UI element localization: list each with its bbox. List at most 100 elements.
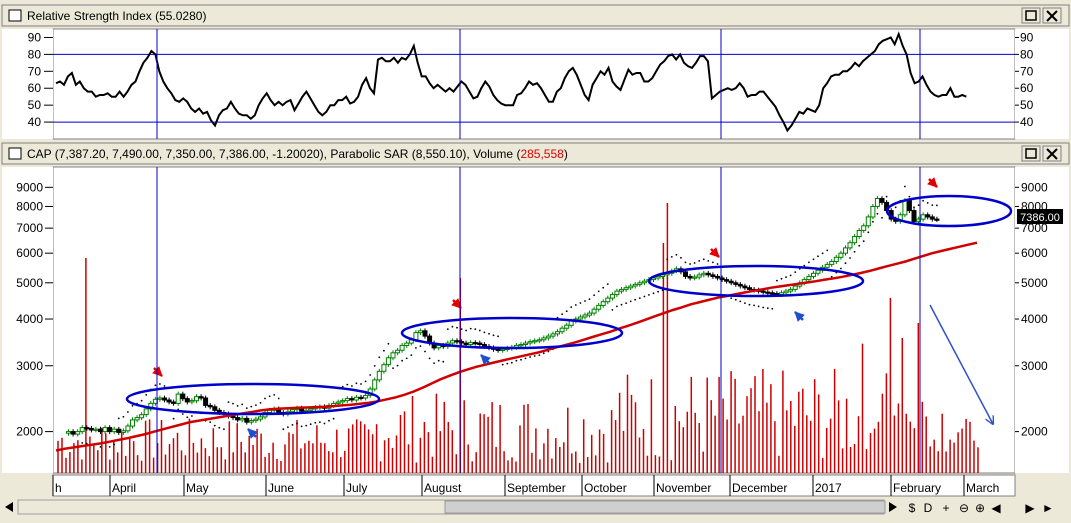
nav-button[interactable]: ⊖	[959, 501, 969, 515]
price-candle	[559, 327, 565, 333]
parabolic-sar-dot	[127, 411, 129, 413]
parabolic-sar-dot	[616, 305, 618, 308]
price-candle	[235, 417, 241, 421]
scroll-left-button[interactable]	[5, 502, 13, 512]
parabolic-sar-dot	[803, 264, 806, 267]
parabolic-sar-dot	[529, 356, 531, 358]
price-candle	[79, 427, 85, 433]
price-candle	[614, 290, 620, 296]
parabolic-sar-dot	[387, 342, 390, 345]
parabolic-sar-dot	[255, 404, 257, 406]
rsi-title: Relative Strength Index (55.0280)	[27, 9, 206, 23]
close-icon	[1046, 148, 1058, 160]
parabolic-sar-dot	[428, 357, 431, 360]
price-candle	[203, 397, 209, 406]
price-candle	[93, 428, 99, 431]
nav-button[interactable]: ⊕	[975, 501, 985, 515]
price-candle	[363, 394, 369, 399]
price-tick-label-left: 2000	[16, 425, 43, 439]
price-candle	[783, 290, 789, 294]
price-candle	[916, 218, 922, 222]
price-candle	[701, 272, 707, 276]
parabolic-sar-dot	[154, 384, 157, 387]
parabolic-sar-dot	[666, 258, 669, 261]
parabolic-sar-dot	[232, 402, 234, 405]
parabolic-sar-dot	[936, 204, 938, 207]
price-candle	[623, 287, 629, 290]
price-candle	[779, 292, 784, 295]
nav-button[interactable]: $	[909, 501, 916, 515]
parabolic-sar-dot	[634, 298, 637, 301]
parabolic-sar-dot	[186, 416, 189, 419]
nav-button[interactable]: D	[924, 501, 933, 515]
rsi-maximize-button[interactable]	[1021, 7, 1041, 24]
parabolic-sar-dot	[209, 421, 212, 423]
parabolic-sar-dot	[574, 304, 577, 306]
peak-arrow-3	[709, 247, 720, 258]
nav-button[interactable]: ◀	[991, 501, 1001, 515]
price-candle	[468, 342, 474, 346]
price-candle	[715, 275, 720, 279]
nav-button[interactable]: ▶	[1025, 501, 1035, 515]
parabolic-sar-dot	[524, 357, 527, 360]
price-candle	[385, 357, 391, 366]
price-candle	[564, 324, 570, 329]
scroll-right-button[interactable]	[889, 502, 897, 512]
parabolic-sar-dot	[844, 262, 847, 265]
price-close-button[interactable]	[1042, 145, 1062, 162]
parabolic-sar-dot	[172, 417, 175, 420]
parabolic-sar-dot	[776, 279, 778, 282]
price-tick-label-left: 4000	[16, 312, 43, 326]
parabolic-sar-dot	[510, 361, 513, 364]
nav-button[interactable]: +	[942, 501, 949, 515]
parabolic-sar-dot	[849, 257, 851, 259]
price-candle	[555, 331, 560, 335]
price-candle	[477, 342, 483, 346]
rsi-tick-label-right: 70	[1020, 64, 1034, 78]
rsi-close-button[interactable]	[1042, 7, 1062, 24]
parabolic-sar-dot	[913, 206, 915, 209]
price-tick-label-left: 7000	[16, 221, 43, 235]
price-maximize-button[interactable]	[1021, 145, 1041, 162]
parabolic-sar-dot	[520, 358, 522, 361]
rsi-tick-label-right: 90	[1020, 30, 1034, 44]
parabolic-sar-dot	[867, 231, 870, 234]
price-candle	[683, 271, 688, 277]
parabolic-sar-dot	[501, 363, 504, 366]
price-candle	[577, 316, 583, 320]
parabolic-sar-dot	[789, 274, 792, 277]
parabolic-sar-dot	[364, 380, 367, 383]
parabolic-sar-dot	[332, 417, 335, 420]
price-candle	[861, 225, 867, 231]
price-candle	[733, 282, 739, 285]
parabolic-sar-dot	[446, 328, 449, 330]
price-candle	[865, 216, 871, 227]
price-candle	[596, 304, 602, 310]
price-candle	[248, 420, 254, 423]
scrollbar-thumb[interactable]	[444, 500, 886, 514]
parabolic-sar-dot	[766, 307, 769, 310]
nav-button[interactable]: ►	[1042, 501, 1054, 515]
price-candle	[75, 431, 81, 435]
parabolic-sar-dot	[369, 374, 372, 376]
parabolic-sar-dot	[159, 383, 161, 385]
price-tick-label-left: 5000	[16, 276, 43, 290]
consolidation-ellipse-1	[125, 382, 381, 416]
parabolic-sar-dot	[602, 286, 605, 289]
parabolic-sar-dot	[606, 283, 609, 285]
parabolic-sar-dot	[515, 359, 518, 362]
price-candle	[550, 333, 556, 337]
parabolic-sar-dot	[305, 424, 308, 427]
price-candle	[609, 294, 615, 299]
parabolic-sar-dot	[296, 422, 298, 425]
price-candle	[422, 330, 428, 337]
parabolic-sar-dot	[684, 261, 687, 264]
parabolic-sar-dot	[396, 364, 399, 367]
price-candle	[532, 340, 538, 343]
parabolic-sar-dot	[456, 326, 458, 329]
price-candle	[212, 406, 218, 411]
rsi-panel-icon	[8, 9, 22, 22]
parabolic-sar-dot	[812, 258, 815, 261]
parabolic-sar-dot	[702, 258, 705, 261]
